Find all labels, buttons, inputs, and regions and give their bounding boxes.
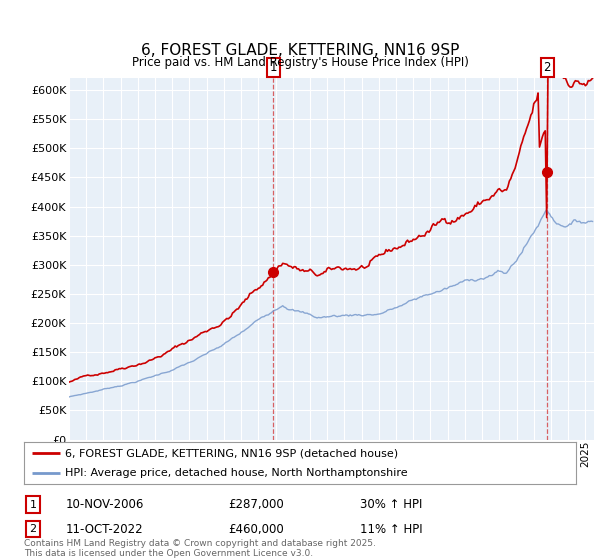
Text: 2: 2 bbox=[29, 524, 37, 534]
Text: Price paid vs. HM Land Registry's House Price Index (HPI): Price paid vs. HM Land Registry's House … bbox=[131, 56, 469, 69]
Text: £287,000: £287,000 bbox=[228, 498, 284, 511]
Text: 1: 1 bbox=[29, 500, 37, 510]
Text: Contains HM Land Registry data © Crown copyright and database right 2025.
This d: Contains HM Land Registry data © Crown c… bbox=[24, 539, 376, 558]
Text: 6, FOREST GLADE, KETTERING, NN16 9SP (detached house): 6, FOREST GLADE, KETTERING, NN16 9SP (de… bbox=[65, 449, 398, 458]
Text: 30% ↑ HPI: 30% ↑ HPI bbox=[360, 498, 422, 511]
Text: 6, FOREST GLADE, KETTERING, NN16 9SP: 6, FOREST GLADE, KETTERING, NN16 9SP bbox=[141, 43, 459, 58]
Text: £460,000: £460,000 bbox=[228, 522, 284, 536]
Text: 1: 1 bbox=[269, 61, 277, 74]
Text: 11% ↑ HPI: 11% ↑ HPI bbox=[360, 522, 422, 536]
Text: HPI: Average price, detached house, North Northamptonshire: HPI: Average price, detached house, Nort… bbox=[65, 469, 408, 478]
Text: 11-OCT-2022: 11-OCT-2022 bbox=[66, 522, 143, 536]
Text: 2: 2 bbox=[544, 61, 551, 74]
Text: 10-NOV-2006: 10-NOV-2006 bbox=[66, 498, 145, 511]
